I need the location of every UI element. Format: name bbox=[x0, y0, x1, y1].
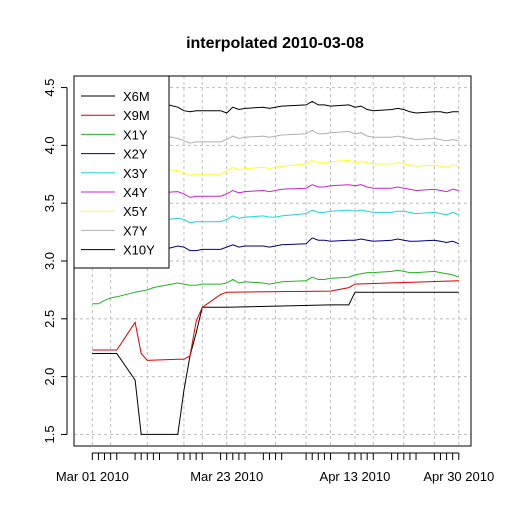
legend-label-x3y: X3Y bbox=[123, 166, 148, 181]
x-tick-label: Mar 01 2010 bbox=[56, 469, 129, 484]
y-tick-label: 3.0 bbox=[42, 252, 57, 270]
legend: X6M X9M X1Y X2Y X3Y X4Y X5Y X7Y X10Y bbox=[73, 75, 170, 269]
series-line-x6m bbox=[92, 291, 459, 435]
legend-label-x7y: X7Y bbox=[123, 223, 148, 238]
y-tick-label: 1.5 bbox=[42, 425, 57, 443]
legend-label-x6m: X6M bbox=[123, 89, 150, 104]
x-tick-label: Mar 23 2010 bbox=[190, 469, 263, 484]
x-tick-label: Apr 13 2010 bbox=[320, 469, 391, 484]
legend-label-x10y: X10Y bbox=[123, 243, 155, 258]
chart-title: interpolated 2010-03-08 bbox=[186, 35, 364, 52]
y-tick-label: 3.5 bbox=[42, 194, 57, 212]
axes: 1.5 2.0 2.5 3.0 3.5 4.0 4.5 Mar 01 2010 Mar 23 2… bbox=[42, 79, 494, 484]
legend-label-x4y: X4Y bbox=[123, 185, 148, 200]
legend-label-x9m: X9M bbox=[123, 108, 150, 123]
legend-label-x5y: X5Y bbox=[123, 204, 148, 219]
y-tick-label: 2.5 bbox=[42, 310, 57, 328]
plot-frame bbox=[73, 75, 472, 447]
legend-box bbox=[73, 75, 170, 269]
legend-label-x2y: X2Y bbox=[123, 147, 148, 162]
series-line-x1y bbox=[92, 269, 459, 305]
legend-label-x1y: X1Y bbox=[123, 127, 148, 142]
y-tick-label: 4.0 bbox=[42, 136, 57, 154]
y-tick-label: 4.5 bbox=[42, 79, 57, 97]
x-tick-label: Apr 30 2010 bbox=[423, 469, 494, 484]
y-tick-label: 2.0 bbox=[42, 368, 57, 386]
series-line-x9m bbox=[92, 280, 459, 361]
